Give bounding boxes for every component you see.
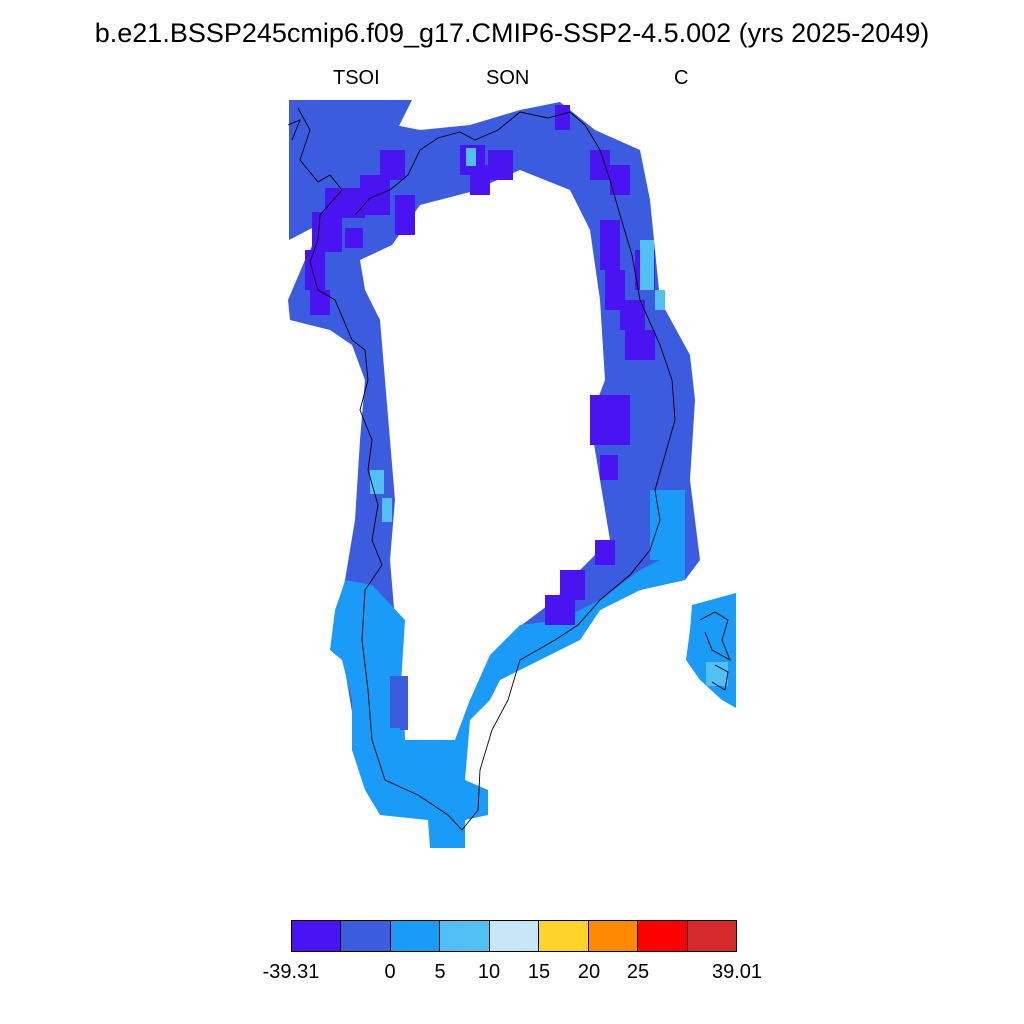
grid-cell-dark bbox=[555, 105, 570, 130]
coastline bbox=[287, 107, 731, 831]
colorbar-box-3 bbox=[390, 921, 441, 951]
region-southern-band bbox=[330, 555, 685, 848]
colorbar-label: 39.01 bbox=[711, 961, 763, 983]
colorbar-label: 20 bbox=[577, 961, 601, 983]
colorbar-box-6 bbox=[539, 921, 589, 951]
grid-cell-dark bbox=[360, 175, 390, 215]
grid-cell-light bbox=[382, 498, 392, 522]
grid-cell-light bbox=[370, 470, 384, 494]
colorbar-label: 5 bbox=[434, 961, 446, 983]
variable-label: TSOI bbox=[333, 67, 380, 89]
grid-cell-dark bbox=[600, 220, 620, 270]
grid-cell-dark bbox=[310, 290, 330, 315]
grid-cell-dark bbox=[470, 165, 490, 195]
grid-cell bbox=[400, 700, 408, 730]
grid-cell-dark bbox=[545, 595, 575, 625]
coastline-segment bbox=[297, 107, 676, 831]
coastline-segment bbox=[287, 119, 301, 141]
colorbar-label: 25 bbox=[626, 961, 650, 983]
colorbar-label: 10 bbox=[477, 961, 501, 983]
colorbar-box-2 bbox=[341, 921, 391, 951]
season-label: SON bbox=[486, 67, 530, 89]
grid-cell bbox=[706, 662, 728, 686]
grid-cell-dark bbox=[345, 228, 363, 248]
grid-cell-dark bbox=[600, 455, 618, 480]
grid-cell-dark bbox=[488, 150, 513, 180]
grid-cell-dark bbox=[620, 300, 645, 330]
grid-cell-dark bbox=[590, 395, 630, 445]
coastline-segment bbox=[711, 664, 729, 691]
colorbar-box-9 bbox=[687, 921, 736, 951]
grid-cell-dark bbox=[590, 150, 610, 180]
colorbar bbox=[291, 920, 737, 952]
colorbar-box-1 bbox=[292, 921, 342, 951]
grid-cell-dark bbox=[595, 540, 615, 565]
colorbar-label: 15 bbox=[527, 961, 551, 983]
grid-cell-dark bbox=[395, 195, 415, 235]
colorbar-label: 0 bbox=[384, 961, 396, 983]
colorbar-box-7 bbox=[588, 921, 639, 951]
grid-cell-light bbox=[466, 148, 476, 166]
grid-cell-light bbox=[655, 290, 665, 310]
grid-cell-dark bbox=[610, 165, 630, 195]
grid-cell-dark bbox=[380, 150, 405, 180]
colorbar-box-4 bbox=[440, 921, 490, 951]
colorbar-label: -39.31 bbox=[262, 961, 320, 983]
coastline-segment bbox=[699, 611, 731, 662]
grid-cell bbox=[650, 490, 685, 560]
grid-cell-dark bbox=[312, 212, 342, 252]
colorbar-box-8 bbox=[638, 921, 688, 951]
grid-cell-light bbox=[640, 240, 654, 290]
grid-cell-dark bbox=[305, 250, 325, 290]
grid-cell-dark bbox=[625, 330, 655, 360]
map-grid-cells bbox=[288, 100, 736, 848]
plot-title: b.e21.BSSP245cmip6.f09_g17.CMIP6-SSP2-4.… bbox=[94, 18, 930, 48]
colorbar-box-5 bbox=[489, 921, 540, 951]
region-east-landmass bbox=[686, 593, 736, 708]
units-label: C bbox=[674, 67, 689, 89]
